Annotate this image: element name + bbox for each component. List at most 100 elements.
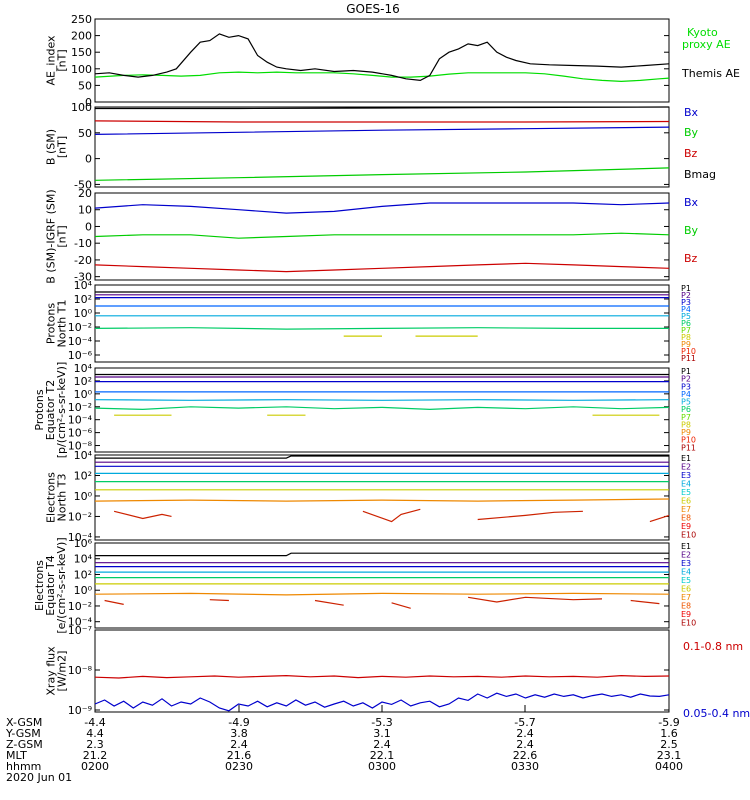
series-line-e8 bbox=[113, 510, 172, 520]
y-tick-label: 10² bbox=[74, 568, 92, 581]
channel-label: E4 bbox=[681, 568, 691, 577]
plot-frame bbox=[94, 454, 670, 541]
y-tick-label: 50 bbox=[78, 127, 92, 140]
channel-label: P8 bbox=[681, 420, 691, 429]
plot-frame bbox=[94, 542, 670, 629]
footer-value: 3.1 bbox=[373, 727, 391, 740]
y-tick-label: 0 bbox=[85, 96, 92, 109]
y-tick-label: 10² bbox=[74, 469, 92, 482]
footer-value: 21.2 bbox=[83, 749, 108, 762]
series-line-bz bbox=[94, 120, 670, 123]
legend-label: Bz bbox=[684, 147, 698, 160]
footer-value: 0300 bbox=[368, 760, 396, 773]
series-line-e7 bbox=[94, 592, 670, 596]
y-tick-label: 10⁻⁸ bbox=[68, 664, 93, 677]
channel-label: P10 bbox=[681, 347, 696, 356]
channel-label: E3 bbox=[681, 559, 691, 568]
footer-value: -4.9 bbox=[228, 716, 249, 729]
y-tick-label: 200 bbox=[71, 30, 92, 43]
series-line-p6 bbox=[94, 406, 670, 411]
y-axis-label: Xray flux bbox=[45, 646, 58, 696]
footer-row-label: Y-GSM bbox=[5, 727, 41, 740]
footer-value: 2.4 bbox=[373, 738, 391, 751]
channel-label: P7 bbox=[681, 413, 691, 422]
series-line-by bbox=[94, 232, 670, 239]
y-axis-label: [e/(cm²-s-sr-keV)] bbox=[55, 537, 68, 633]
footer-value: -4.4 bbox=[84, 716, 105, 729]
channel-label: E10 bbox=[681, 531, 696, 540]
channel-label: P9 bbox=[681, 340, 691, 349]
y-axis-label: Protons bbox=[45, 303, 58, 344]
channel-label: P2 bbox=[681, 291, 691, 300]
channel-label: E1 bbox=[681, 454, 691, 463]
y-tick-label: 10⁶ bbox=[74, 537, 93, 550]
legend-label: proxy AE bbox=[682, 38, 731, 51]
y-tick-label: 250 bbox=[71, 13, 92, 26]
channel-label: P7 bbox=[681, 326, 691, 335]
y-axis-label: AE_index bbox=[45, 35, 58, 86]
y-axis-label: B (SM)-IGRF (SM) bbox=[45, 189, 58, 283]
y-tick-label: 10⁻² bbox=[68, 510, 92, 523]
plot-frame bbox=[94, 18, 670, 103]
channel-label: P3 bbox=[681, 382, 691, 391]
footer-value: 0230 bbox=[225, 760, 253, 773]
y-tick-label: 10⁰ bbox=[74, 490, 93, 503]
footer-value: 22.6 bbox=[513, 749, 538, 762]
y-tick-label: 10⁻⁴ bbox=[68, 335, 93, 348]
footer-value: 3.8 bbox=[230, 727, 248, 740]
y-tick-label: 10⁴ bbox=[74, 362, 93, 375]
series-line-e8b bbox=[209, 599, 229, 602]
plot-frame bbox=[94, 106, 670, 188]
y-tick-label: 10⁻² bbox=[68, 600, 92, 613]
series-line-e8f bbox=[630, 599, 660, 605]
channel-label: P3 bbox=[681, 298, 691, 307]
footer-value: 23.1 bbox=[657, 749, 682, 762]
y-tick-label: -50 bbox=[74, 178, 92, 191]
panel-xray: 10⁻⁷ 10⁻⁸ 10⁻⁹ Xray flux[W/m2] 0.1-0.8 nm 0.0… bbox=[45, 624, 750, 720]
footer-row-label: 2020 Jun 01 bbox=[6, 771, 72, 784]
legend-label: Bx bbox=[684, 106, 699, 119]
y-tick-label: -10 bbox=[74, 237, 92, 250]
y-tick-label: 10⁻⁹ bbox=[68, 704, 92, 717]
channel-label: P4 bbox=[681, 390, 691, 399]
channel-label: E7 bbox=[681, 505, 691, 514]
series-line-e8b bbox=[362, 508, 421, 523]
legend-label: 0.1-0.8 nm bbox=[683, 640, 743, 653]
series-line-e7 bbox=[94, 498, 670, 502]
channel-label: E8 bbox=[681, 602, 691, 611]
channel-label: E7 bbox=[681, 593, 691, 602]
legend-label: Kyoto bbox=[687, 26, 718, 39]
y-tick-label: 10⁰ bbox=[74, 584, 93, 597]
footer-row-label: MLT bbox=[6, 749, 27, 762]
y-tick-label: 10² bbox=[74, 293, 92, 306]
channel-label: P11 bbox=[681, 443, 696, 452]
y-tick-label: 10⁴ bbox=[74, 553, 93, 566]
legend-label: Themis AE bbox=[681, 67, 740, 80]
channel-label: E9 bbox=[681, 522, 691, 531]
y-tick-label: -20 bbox=[74, 254, 92, 267]
footer-value: 2.4 bbox=[516, 738, 534, 751]
channel-label: P8 bbox=[681, 333, 691, 342]
legend-label: Bx bbox=[684, 196, 699, 209]
y-tick-label: 50 bbox=[78, 79, 92, 92]
plot-frame bbox=[94, 367, 670, 453]
legend-label: By bbox=[684, 126, 699, 139]
y-axis-label: Equator T4 bbox=[44, 555, 57, 615]
footer-value: -5.9 bbox=[658, 716, 679, 729]
footer-value: 2.3 bbox=[86, 738, 104, 751]
y-tick-label: -30 bbox=[74, 271, 92, 284]
series-line-e8e bbox=[468, 596, 603, 603]
channel-label: E8 bbox=[681, 514, 691, 523]
footer-value: 2.5 bbox=[660, 738, 678, 751]
channel-label: P1 bbox=[681, 284, 691, 293]
y-tick-label: 10⁻⁷ bbox=[68, 624, 92, 637]
series-line-0-05-0-4-nm bbox=[94, 692, 670, 712]
series-line-e8d bbox=[391, 602, 411, 609]
channel-label: P9 bbox=[681, 428, 691, 437]
